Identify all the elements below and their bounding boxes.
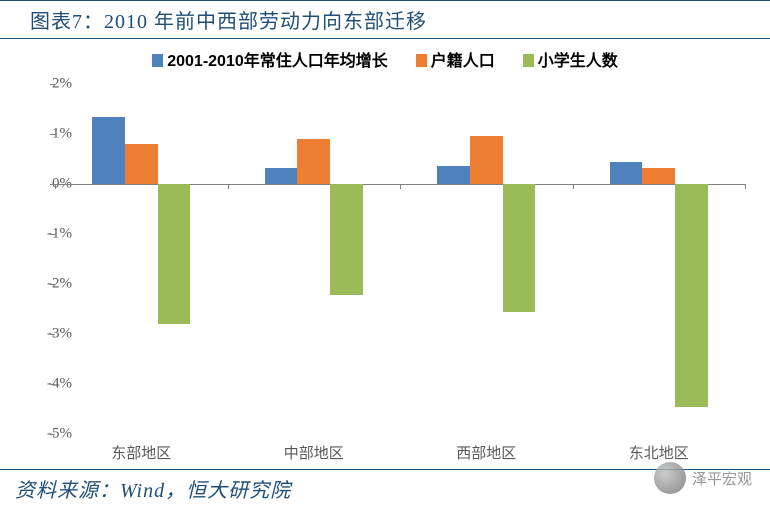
- bar: [642, 168, 675, 185]
- legend: 2001-2010年常住人口年均增长 户籍人口 小学生人数: [0, 47, 770, 71]
- legend-swatch: [152, 54, 163, 67]
- legend-swatch: [416, 54, 427, 67]
- legend-label: 2001-2010年常住人口年均增长: [167, 53, 388, 70]
- legend-item: 2001-2010年常住人口年均增长: [152, 47, 388, 71]
- x-tick-mark: [573, 184, 574, 189]
- bar: [503, 184, 536, 312]
- bar: [437, 166, 470, 185]
- y-tick-mark: [50, 134, 55, 135]
- x-category-label: 西部地区: [456, 442, 516, 463]
- chart-title: 图表7：2010 年前中西部劳动力向东部迁移: [0, 0, 770, 39]
- y-tick-mark: [50, 234, 55, 235]
- bar: [92, 117, 125, 184]
- x-tick-mark: [745, 184, 746, 189]
- bar: [158, 184, 191, 324]
- y-tick-label: 1%: [52, 126, 72, 143]
- legend-item: 小学生人数: [523, 47, 618, 71]
- watermark: 泽平宏观: [654, 462, 752, 494]
- bar: [675, 184, 708, 407]
- x-category-label: 东部地区: [111, 442, 171, 463]
- bar: [330, 184, 363, 295]
- y-tick-mark: [50, 334, 55, 335]
- legend-item: 户籍人口: [416, 47, 495, 71]
- bar: [297, 139, 330, 184]
- y-tick-mark: [50, 434, 55, 435]
- figure-container: 图表7：2010 年前中西部劳动力向东部迁移 2001-2010年常住人口年均增…: [0, 0, 770, 532]
- legend-label: 户籍人口: [431, 53, 495, 70]
- y-tick-mark: [50, 384, 55, 385]
- x-category-label: 东北地区: [629, 442, 689, 463]
- y-tick-label: 2%: [52, 76, 72, 93]
- legend-label: 小学生人数: [538, 53, 618, 70]
- wechat-icon: [654, 462, 686, 494]
- watermark-text: 泽平宏观: [692, 468, 752, 489]
- bar: [470, 136, 503, 185]
- bar: [125, 144, 158, 184]
- bar: [610, 162, 643, 184]
- y-tick-mark: [50, 284, 55, 285]
- x-tick-mark: [228, 184, 229, 189]
- legend-swatch: [523, 54, 534, 67]
- bar: [265, 168, 298, 184]
- x-tick-mark: [55, 184, 56, 189]
- chart-area: 2001-2010年常住人口年均增长户籍人口小学生人数 -5%-4%-3%-2%…: [0, 39, 770, 469]
- x-tick-mark: [400, 184, 401, 189]
- x-category-label: 中部地区: [284, 442, 344, 463]
- y-tick-mark: [50, 84, 55, 85]
